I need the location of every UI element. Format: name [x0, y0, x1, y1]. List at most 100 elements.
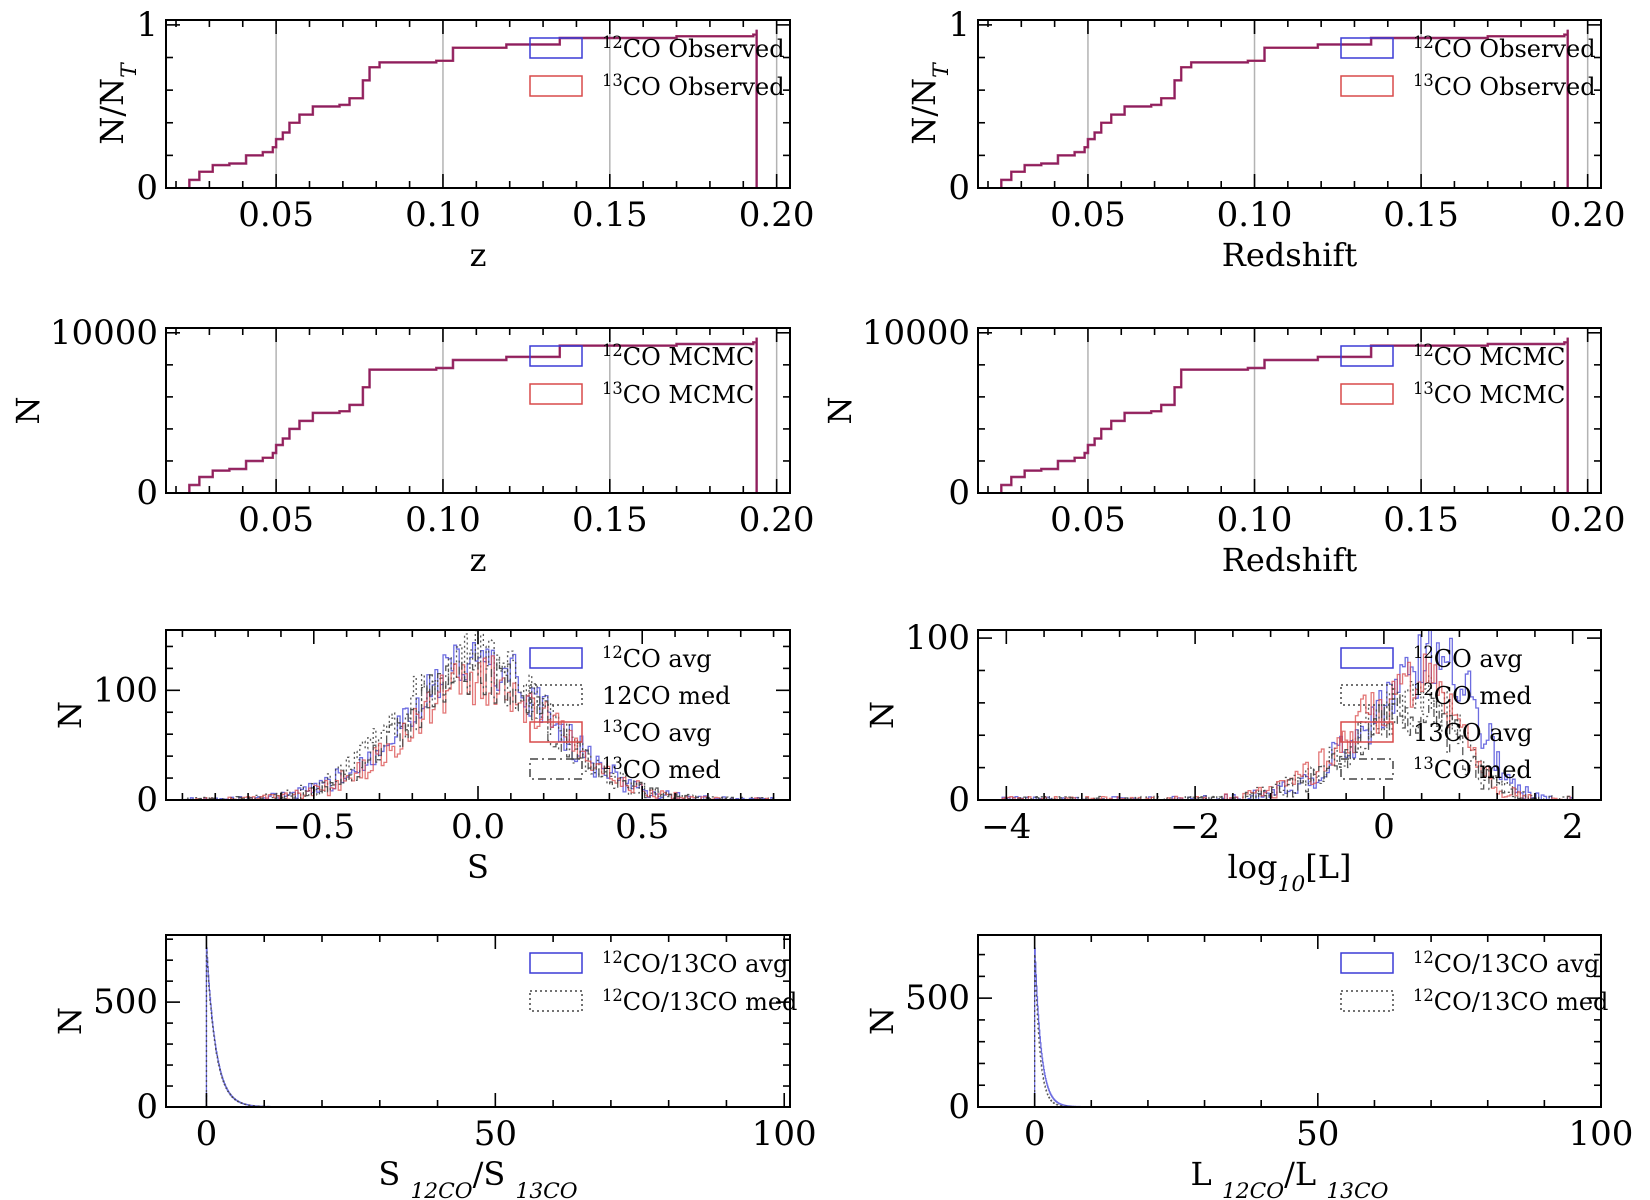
series-line-2	[205, 951, 439, 1107]
legend-label: 12CO avg	[602, 643, 712, 674]
legend-swatch	[529, 75, 583, 97]
legend-swatch	[529, 647, 583, 669]
x-tick-label: 2	[1562, 807, 1584, 847]
series-line-overlap	[188, 29, 758, 188]
y-tick-label: 0	[136, 1087, 158, 1127]
legend-label: 13CO MCMC	[602, 379, 754, 410]
legend-label: 12CO MCMC	[1413, 341, 1565, 372]
series-line-1	[1033, 947, 1262, 1107]
legend-label: 13CO avg	[602, 717, 712, 748]
y-tick-label: 0	[948, 168, 970, 208]
y-axis-label: N	[863, 1007, 901, 1035]
y-tick-label: 100	[93, 670, 158, 710]
legend-label: 12CO Observed	[602, 33, 785, 64]
y-tick-label: 0	[948, 780, 970, 820]
y-axis-label: N/NT	[905, 62, 954, 145]
axes-frame	[977, 934, 1602, 1108]
x-tick-label: 0	[1024, 1114, 1046, 1154]
x-tick-label: 0.20	[1550, 500, 1626, 540]
legend-label: 12CO/13CO med	[1413, 986, 1608, 1017]
x-tick-label: 0.05	[238, 195, 314, 235]
y-tick-label: 1	[948, 5, 970, 45]
legend-swatch	[1340, 990, 1394, 1012]
legend-label: 13CO Observed	[602, 71, 785, 102]
x-axis-label: log10[L]	[1228, 848, 1352, 897]
legend-swatch	[1340, 75, 1394, 97]
x-tick-label: −2	[1170, 807, 1220, 847]
x-tick-label: 0.10	[405, 500, 481, 540]
x-tick-label: 0.05	[1050, 500, 1126, 540]
x-axis-label: S	[467, 848, 489, 886]
legend-swatch	[529, 684, 583, 706]
y-tick-label: 10000	[50, 313, 158, 353]
legend-label: 13CO MCMC	[1413, 379, 1565, 410]
panel-3: 0.05 0.10 0.15 0.20 0 10000 z N 12CO MCMC 13CO MC…	[9, 313, 815, 579]
x-tick-label: 50	[1296, 1114, 1339, 1154]
y-tick-label: 0	[136, 473, 158, 513]
plot-area	[1000, 337, 1569, 493]
series-line-overlap	[1000, 29, 1569, 188]
y-tick-label: 0	[136, 780, 158, 820]
series-line-2	[1033, 953, 1149, 1107]
legend-swatch	[1340, 758, 1394, 780]
y-tick-label: 0	[948, 473, 970, 513]
panel-6: −4 −2 0 2 0 100 log10[L] N 12CO avg 12CO med 13CO …	[863, 618, 1602, 897]
legend-label: 12CO Observed	[1413, 33, 1596, 64]
y-tick-label: 500	[93, 982, 158, 1022]
x-tick-label: 0.0	[451, 807, 505, 847]
x-tick-label: 50	[474, 1114, 517, 1154]
x-tick-label: 0.15	[1383, 195, 1459, 235]
x-axis-label: Redshift	[1222, 236, 1358, 274]
legend-label: 13CO avg	[1413, 719, 1532, 747]
x-tick-label: −4	[981, 807, 1031, 847]
legend-swatch	[1340, 952, 1394, 974]
y-tick-label: 0	[136, 168, 158, 208]
y-tick-label: 1	[136, 5, 158, 45]
panel-8: 0 50 100 0 500 L 12CO/L 13CO N 12CO/13CO avg 12C…	[863, 934, 1634, 1200]
legend-swatch	[1340, 647, 1394, 669]
legend-swatch	[1340, 721, 1394, 743]
series-line-overlap	[188, 337, 758, 493]
panel-4: 0.05 0.10 0.15 0.20 0 10000 Redshift N 12CO MCMC…	[821, 313, 1626, 579]
legend-swatch	[529, 758, 583, 780]
panel-7: 0 50 100 0 500 S 12CO/S 13CO N 12CO/13CO avg 12C…	[51, 934, 817, 1200]
legend-swatch	[1340, 383, 1394, 405]
x-tick-label: 0.20	[739, 195, 815, 235]
axes-frame	[165, 934, 791, 1108]
y-axis-label: N	[51, 701, 89, 729]
x-tick-label: 100	[1569, 1114, 1634, 1154]
legend-swatch	[529, 990, 583, 1012]
x-tick-label: 0	[196, 1114, 218, 1154]
series-line-1	[996, 630, 1574, 800]
legend-label: 12CO/13CO med	[602, 986, 797, 1017]
series-line-4	[996, 691, 1574, 800]
x-tick-label: 0	[1373, 807, 1395, 847]
y-axis-label: N	[9, 397, 47, 425]
panel-2: 0.05 0.10 0.15 0.20 0 1 Redshift N/NT 12CO Obser…	[905, 5, 1626, 274]
plot-area	[188, 337, 758, 493]
legend-label: 12CO avg	[1413, 643, 1523, 674]
plot-area	[1000, 29, 1569, 188]
legend-label: 12CO MCMC	[602, 341, 754, 372]
x-tick-label: 0.15	[572, 500, 648, 540]
y-tick-label: 500	[905, 978, 970, 1018]
x-tick-label: 0.5	[615, 807, 669, 847]
axes-frame	[977, 327, 1602, 494]
legend-swatch	[529, 37, 583, 59]
legend-swatch	[529, 721, 583, 743]
y-tick-label: 100	[905, 618, 970, 658]
x-axis-label: z	[470, 541, 487, 579]
legend-swatch	[529, 383, 583, 405]
legend-label: 12CO med	[1413, 680, 1532, 711]
legend-swatch	[529, 345, 583, 367]
series-line-3	[182, 655, 774, 800]
legend-swatch	[1340, 345, 1394, 367]
x-tick-label: 0.10	[405, 195, 481, 235]
legend-label: 12CO/13CO avg	[602, 948, 788, 979]
axes-frame	[165, 327, 791, 494]
y-axis-label: N	[863, 701, 901, 729]
legend-label: 12CO med	[602, 682, 731, 710]
y-axis-label: N	[51, 1007, 89, 1035]
axes-frame	[977, 629, 1602, 801]
